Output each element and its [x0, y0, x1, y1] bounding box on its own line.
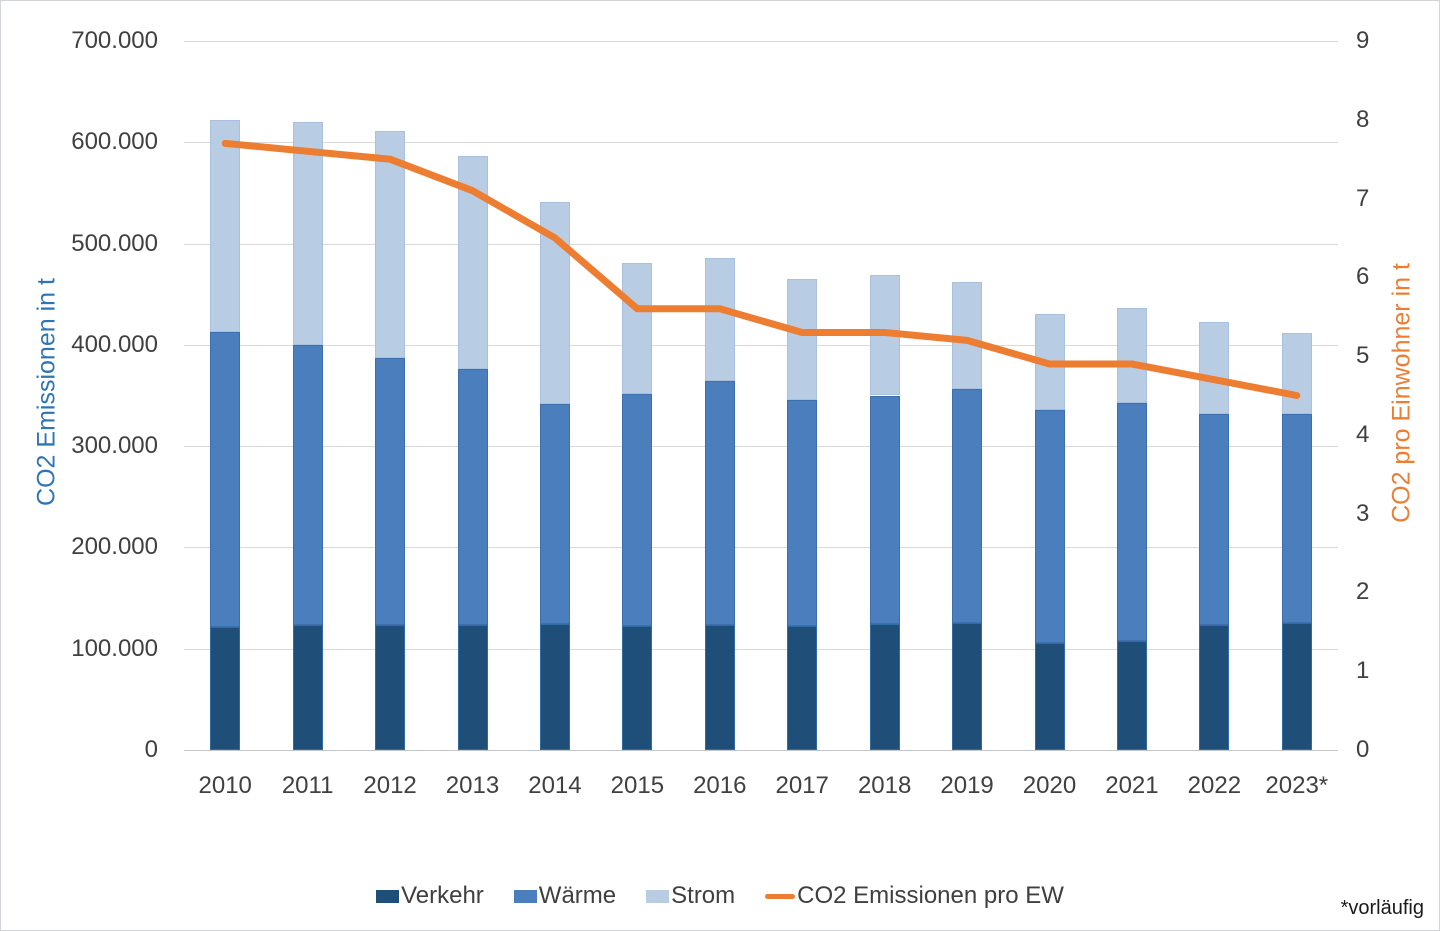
bar-segment-waerme-2020 — [1034, 409, 1065, 643]
bar-segment-strom-2012 — [375, 131, 406, 359]
legend-color-swatch — [513, 889, 537, 903]
bar-segment-waerme-2017 — [787, 399, 818, 627]
bar-segment-strom-2017 — [787, 279, 818, 400]
right-tick-3: 3 — [1356, 499, 1370, 527]
bar-segment-verkehr-2017 — [787, 626, 818, 750]
bar-segment-verkehr-2012 — [375, 625, 406, 750]
legend-line-swatch — [765, 893, 796, 899]
gridline-400.000 — [184, 344, 1338, 346]
bar-segment-waerme-2012 — [375, 358, 406, 626]
bar-segment-verkehr-2019 — [952, 623, 983, 750]
bar-segment-waerme-2010 — [210, 331, 241, 628]
bar-segment-strom-2021 — [1116, 308, 1147, 403]
x-tick-2016: 2016 — [693, 772, 747, 799]
x-tick-2011: 2011 — [281, 772, 334, 799]
right-tick-6: 6 — [1356, 263, 1370, 291]
bar-segment-strom-2016 — [704, 257, 735, 382]
bar-segment-verkehr-2021 — [1116, 640, 1147, 750]
legend-item-verkehr: Verkehr — [376, 882, 484, 910]
x-tick-2014: 2014 — [528, 772, 582, 799]
bar-segment-verkehr-2018 — [869, 624, 900, 750]
left-tick-300.000: 300.000 — [71, 432, 158, 460]
left-tick-500.000: 500.000 — [71, 229, 158, 257]
bar-segment-waerme-2014 — [539, 403, 570, 625]
x-tick-2015: 2015 — [610, 772, 665, 799]
right-tick-4: 4 — [1356, 420, 1370, 448]
legend-color-swatch — [376, 889, 400, 903]
bar-segment-strom-2020 — [1034, 314, 1065, 410]
bar-segment-strom-2015 — [622, 262, 653, 395]
left-tick-100.000: 100.000 — [71, 634, 158, 662]
right-axis-title: CO2 pro Einwohner in t — [1387, 263, 1416, 523]
bar-segment-waerme-2019 — [952, 389, 983, 624]
bar-segment-verkehr-2015 — [622, 626, 653, 750]
bar-segment-strom-2023 — [1281, 332, 1312, 414]
left-tick-200.000: 200.000 — [71, 533, 158, 561]
right-tick-1: 1 — [1356, 657, 1370, 685]
bar-segment-waerme-2015 — [622, 394, 653, 627]
left-tick-0: 0 — [144, 736, 158, 763]
right-tick-2: 2 — [1356, 578, 1370, 606]
bar-segment-verkehr-2020 — [1034, 642, 1065, 750]
legend-label: Strom — [671, 882, 736, 909]
x-tick-2019: 2019 — [940, 772, 994, 799]
gridline-300.000 — [184, 446, 1338, 448]
left-axis-title: CO2 Emissionen in t — [32, 278, 61, 506]
bar-segment-waerme-2011 — [292, 344, 323, 626]
bar-segment-waerme-2016 — [704, 381, 735, 626]
legend-label: Wärme — [538, 882, 617, 909]
footnote: *vorläufig — [1340, 897, 1424, 919]
bar-segment-waerme-2023 — [1281, 413, 1312, 624]
right-tick-7: 7 — [1356, 184, 1370, 212]
bar-segment-verkehr-2013 — [457, 625, 488, 750]
bar-segment-verkehr-2023 — [1281, 623, 1312, 750]
gridline-0 — [184, 750, 1338, 751]
legend-label: Verkehr — [401, 882, 484, 909]
bar-segment-strom-2018 — [869, 274, 900, 396]
bar-segment-waerme-2021 — [1116, 402, 1147, 641]
legend-color-swatch — [646, 889, 670, 903]
left-tick-700.000: 700.000 — [71, 27, 158, 54]
bar-segment-verkehr-2010 — [210, 627, 241, 750]
bar-segment-strom-2013 — [457, 156, 488, 370]
x-tick-2010: 2010 — [198, 772, 252, 799]
x-tick-2012: 2012 — [363, 772, 417, 799]
legend-item-co2-emissionen-pro-ew: CO2 Emissionen pro EW — [765, 882, 1064, 910]
legend-item-strom: Strom — [646, 882, 735, 910]
x-tick-2020: 2020 — [1022, 772, 1077, 799]
bar-segment-waerme-2018 — [869, 395, 900, 625]
gridline-700.000 — [184, 41, 1338, 42]
x-tick-2023: 2023* — [1265, 772, 1329, 799]
legend-label: CO2 Emissionen pro EW — [797, 882, 1064, 909]
bar-segment-strom-2011 — [292, 122, 323, 345]
x-tick-2021: 2021 — [1105, 772, 1159, 799]
bar-segment-strom-2019 — [952, 282, 983, 390]
right-tick-5: 5 — [1356, 342, 1370, 370]
left-tick-600.000: 600.000 — [71, 128, 158, 156]
x-tick-2017: 2017 — [775, 772, 829, 799]
bar-segment-waerme-2013 — [457, 369, 488, 626]
bar-segment-strom-2010 — [210, 120, 241, 332]
x-tick-2013: 2013 — [445, 772, 500, 799]
right-tick-9: 9 — [1356, 27, 1370, 54]
gridline-100.000 — [184, 648, 1338, 650]
x-tick-2022: 2022 — [1187, 772, 1242, 799]
right-tick-8: 8 — [1356, 105, 1370, 133]
bar-segment-verkehr-2016 — [704, 625, 735, 750]
gridline-600.000 — [184, 142, 1338, 144]
right-tick-0: 0 — [1356, 736, 1370, 763]
bar-segment-verkehr-2011 — [292, 625, 323, 750]
bar-segment-verkehr-2022 — [1199, 625, 1230, 750]
bar-segment-verkehr-2014 — [539, 624, 570, 750]
left-tick-400.000: 400.000 — [71, 330, 158, 358]
bar-segment-strom-2022 — [1199, 321, 1230, 414]
x-tick-2018: 2018 — [857, 772, 912, 799]
legend-item-w-rme: Wärme — [513, 882, 617, 910]
bar-segment-strom-2014 — [539, 202, 570, 404]
gridline-500.000 — [184, 243, 1338, 245]
chart-legend: Verkehr Wärme Strom CO2 Emissionen pro EW — [1, 882, 1439, 910]
bar-segment-waerme-2022 — [1199, 413, 1230, 626]
gridline-200.000 — [184, 547, 1338, 549]
